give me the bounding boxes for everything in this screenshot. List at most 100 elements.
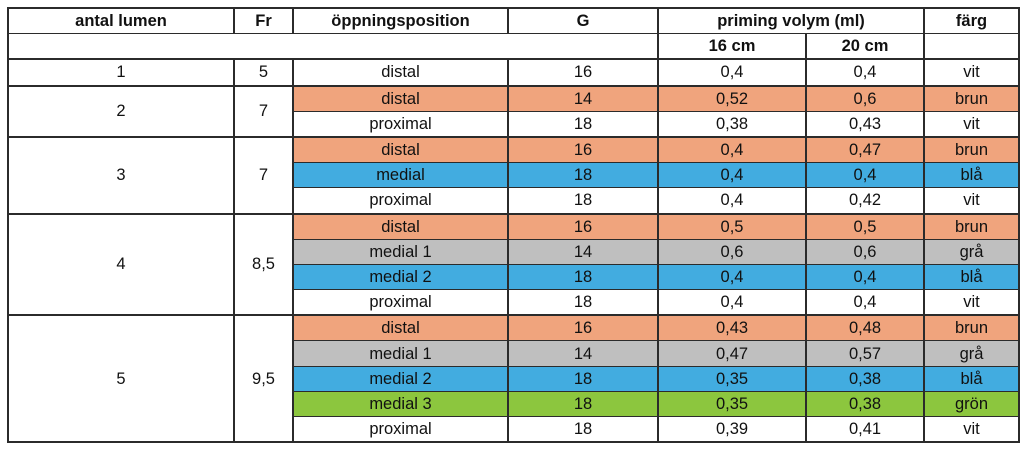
priming-volume-16cm-cell: 0,43: [657, 314, 807, 342]
col-header-g: G: [507, 7, 659, 35]
priming-volume-16cm-cell: 0,52: [657, 85, 807, 112]
opening-position-cell: medial 2: [292, 263, 509, 291]
color-name-cell: brun: [923, 136, 1020, 164]
priming-volume-20cm-cell: 0,43: [805, 110, 925, 138]
color-name-cell: vit: [923, 110, 1020, 138]
lumen-group: 5 9,5 distal 16 0,43 0,48 brun medial 1 14 0,47 0,…: [7, 314, 1020, 443]
opening-position-cell: medial 3: [292, 390, 509, 418]
color-name-cell: blå: [923, 365, 1020, 392]
lumen-count-cell: 1: [7, 58, 235, 87]
gauge-cell: 18: [507, 110, 659, 138]
priming-volume-20cm-cell: 0,5: [805, 213, 925, 240]
col-header-antal-lumen: antal lumen: [7, 7, 235, 35]
col-header-fr: Fr: [233, 7, 294, 35]
table-row: medial 2 18 0,4 0,4 blå: [8, 263, 1020, 291]
gauge-cell: 16: [507, 314, 659, 342]
table-row: 4 8,5 distal 16 0,5 0,5 brun: [7, 213, 1020, 316]
priming-volume-16cm-cell: 0,4: [657, 136, 807, 164]
table-row: medial 1 14 0,6 0,6 grå: [8, 238, 1020, 265]
opening-position-cell: medial 1: [292, 340, 509, 367]
priming-volume-16cm-cell: 0,4: [657, 289, 807, 316]
priming-volume-16cm-cell: 0,4: [657, 162, 807, 189]
priming-volume-16cm-cell: 0,35: [657, 390, 807, 418]
opening-position-cell: distal: [292, 136, 509, 164]
color-name-cell: grå: [923, 238, 1020, 265]
table-row: proximal 18 0,4 0,42 vit: [8, 187, 1020, 214]
subheader-20cm: 20 cm: [805, 33, 925, 60]
priming-volume-16cm-cell: 0,39: [657, 416, 807, 443]
priming-volume-16cm-cell: 0,35: [657, 365, 807, 392]
gauge-cell: 16: [507, 136, 659, 164]
lumen-group: 2 7 distal 14 0,52 0,6 brun proximal 18 0,38 0,43 v…: [7, 85, 1020, 138]
table-row: proximal 18 0,39 0,41 vit: [8, 416, 1020, 443]
color-name-cell: vit: [923, 416, 1020, 443]
lumen-count-cell: 4: [7, 213, 235, 316]
gauge-cell: 14: [507, 85, 659, 112]
gauge-cell: 18: [507, 289, 659, 316]
gauge-cell: 18: [507, 390, 659, 418]
color-name-cell: brun: [923, 213, 1020, 240]
opening-position-cell: medial 2: [292, 365, 509, 392]
lumen-group: 3 7 distal 16 0,4 0,47 brun medial 18 0,4 0,4 blå pr…: [7, 136, 1020, 214]
opening-position-cell: distal: [292, 213, 509, 240]
subheader-empty-cell: [7, 33, 659, 60]
lumen-group: 1 5 distal 16 0,4 0,4 vit: [7, 58, 1020, 87]
priming-volume-16cm-cell: 0,47: [657, 340, 807, 367]
priming-volume-20cm-cell: 0,38: [805, 390, 925, 418]
priming-volume-20cm-cell: 0,48: [805, 314, 925, 342]
table-row: medial 1 14 0,47 0,57 grå: [8, 340, 1020, 367]
opening-position-cell: proximal: [292, 187, 509, 214]
priming-volume-16cm-cell: 0,5: [657, 213, 807, 240]
color-name-cell: vit: [923, 187, 1020, 214]
table-row: 1 5 distal 16 0,4 0,4 vit: [7, 58, 1020, 87]
priming-volume-20cm-cell: 0,57: [805, 340, 925, 367]
gauge-cell: 14: [507, 238, 659, 265]
table-row: 2 7 distal 14 0,52 0,6 brun: [7, 85, 1020, 138]
priming-volume-table: antal lumen Fr öppningsposition G primin…: [7, 7, 1020, 444]
gauge-cell: 16: [507, 213, 659, 240]
table-row: medial 18 0,4 0,4 blå: [8, 162, 1020, 189]
color-name-cell: blå: [923, 162, 1020, 189]
fr-size-cell: 7: [233, 85, 294, 138]
priming-volume-16cm-cell: 0,4: [657, 58, 807, 87]
priming-volume-20cm-cell: 0,41: [805, 416, 925, 443]
opening-position-cell: distal: [292, 58, 509, 87]
priming-volume-20cm-cell: 0,42: [805, 187, 925, 214]
priming-volume-20cm-cell: 0,4: [805, 58, 925, 87]
table-row: 3 7 distal 16 0,4 0,47 brun: [7, 136, 1020, 214]
priming-volume-16cm-cell: 0,6: [657, 238, 807, 265]
fr-size-cell: 5: [233, 58, 294, 87]
subheader-row: 16 cm 20 cm: [7, 33, 1020, 60]
opening-position-cell: distal: [292, 314, 509, 342]
priming-volume-20cm-cell: 0,4: [805, 289, 925, 316]
opening-position-cell: proximal: [292, 110, 509, 138]
gauge-cell: 18: [507, 365, 659, 392]
lumen-group: 4 8,5 distal 16 0,5 0,5 brun medial 1 14 0,6 0,6 gr…: [7, 213, 1020, 316]
table-row: proximal 18 0,4 0,4 vit: [8, 289, 1020, 316]
color-name-cell: brun: [923, 314, 1020, 342]
color-name-cell: blå: [923, 263, 1020, 291]
priming-volume-20cm-cell: 0,4: [805, 263, 925, 291]
table-row: proximal 18 0,38 0,43 vit: [8, 110, 1020, 138]
opening-position-cell: proximal: [292, 416, 509, 443]
table-row: medial 2 18 0,35 0,38 blå: [8, 365, 1020, 392]
subheader-empty-farg-cell: [923, 33, 1020, 60]
gauge-cell: 18: [507, 416, 659, 443]
table-row: medial 3 18 0,35 0,38 grön: [8, 390, 1020, 418]
priming-volume-16cm-cell: 0,38: [657, 110, 807, 138]
color-name-cell: grön: [923, 390, 1020, 418]
priming-volume-20cm-cell: 0,6: [805, 238, 925, 265]
fr-size-cell: 7: [233, 136, 294, 214]
col-header-farg: färg: [923, 7, 1020, 35]
fr-size-cell: 9,5: [233, 314, 294, 443]
header-row: antal lumen Fr öppningsposition G primin…: [7, 7, 1020, 35]
priming-volume-20cm-cell: 0,4: [805, 162, 925, 189]
gauge-cell: 18: [507, 263, 659, 291]
color-name-cell: vit: [923, 289, 1020, 316]
subheader-16cm: 16 cm: [657, 33, 807, 60]
col-header-oppningsposition: öppningsposition: [292, 7, 509, 35]
color-name-cell: brun: [923, 85, 1020, 112]
opening-position-cell: proximal: [292, 289, 509, 316]
opening-position-cell: medial: [292, 162, 509, 189]
gauge-cell: 18: [507, 187, 659, 214]
